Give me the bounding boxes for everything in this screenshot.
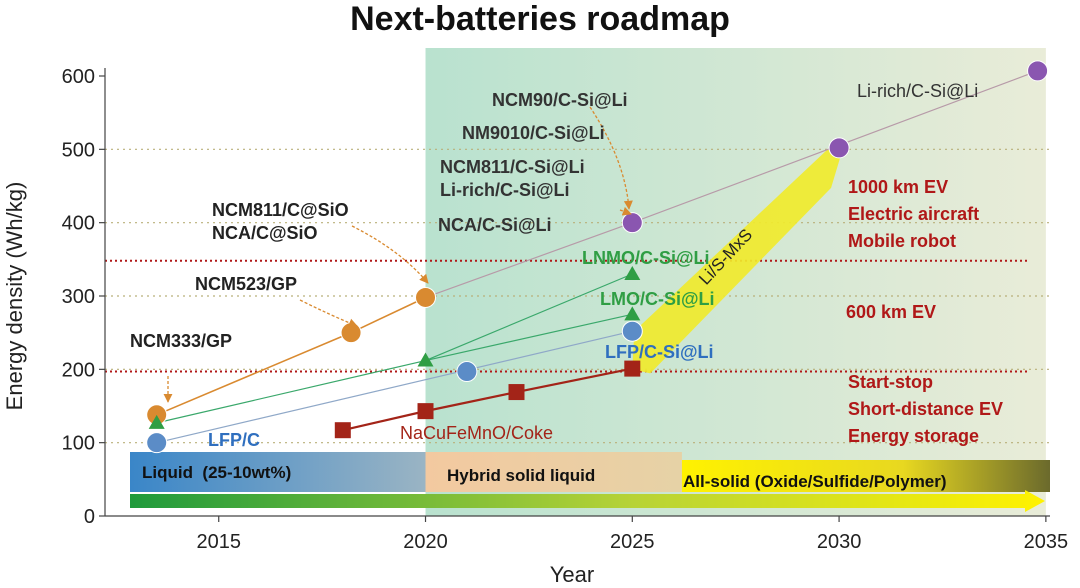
li-s-band-shape [632, 147, 844, 374]
ncm-line [350, 296, 426, 334]
y-tick-label: 600 [62, 66, 95, 88]
progress-arrow [130, 490, 1045, 512]
label-ncm333-gp: NCM333/GP [130, 331, 232, 351]
x-tick-label: 2015 [196, 531, 241, 553]
lnmo-line [425, 273, 633, 362]
x-ticks: 2015 2020 2025 2030 2035 [196, 516, 1068, 553]
ncm-line [156, 331, 352, 416]
label-ncm523-gp: NCM523/GP [195, 274, 297, 294]
label-lmo-c-si-li: LMO/C-Si@Li [600, 289, 715, 309]
marker-lfp-0 [146, 432, 168, 454]
stage-hybrid-bar [425, 452, 682, 492]
x-tick-label: 2030 [817, 531, 862, 553]
marker-li-rich-si-li-0 [621, 212, 643, 234]
y-tick-label: 200 [62, 359, 95, 381]
arrow-ncm90 [589, 106, 633, 210]
y-ticks: 0 100 200 300 400 500 600 [62, 66, 105, 528]
data-markers [146, 60, 1049, 454]
label-nacufemno-coke: NaCuFeMnO/Coke [400, 423, 553, 443]
roadmap-line [425, 222, 633, 299]
threshold-lines [105, 259, 1030, 373]
marker-nacufemno-coke-3 [624, 360, 641, 377]
y-tick-label: 100 [62, 433, 95, 455]
x-tick-label: 2025 [610, 531, 655, 553]
y-tick-label: 300 [62, 286, 95, 308]
lmo-line [425, 313, 633, 362]
lfp-line [156, 330, 633, 444]
marker-nacufemno-coke-1 [417, 403, 434, 420]
marker-lmo-lnmo-3 [624, 266, 641, 280]
y-axis-title: Energy density (Wh/kg) [2, 182, 27, 411]
annotation-arrows [163, 106, 633, 403]
marker-nacufemno-coke-2 [508, 384, 525, 401]
label-nca-c-sio: NCA/C@SiO [212, 223, 318, 243]
app-600km-ev: 600 km EV [846, 302, 936, 322]
stage-liquid-label: Liquid (25-10wt%) [142, 463, 291, 482]
app-mobile-robot: Mobile robot [848, 231, 956, 251]
na-line [342, 410, 426, 432]
label-nca-c-si-li: NCA/C-Si@Li [438, 215, 552, 235]
marker-li-rich-si-li-2 [1027, 60, 1049, 82]
app-1000km-ev: 1000 km EV [848, 177, 948, 197]
y-tick-label: 400 [62, 213, 95, 235]
label-li-rich-c-si-li: Li-rich/C-Si@Li [440, 180, 570, 200]
marker-lmo-lnmo-2 [624, 306, 641, 321]
chart-title: Next-batteries roadmap [350, 0, 730, 38]
app-electric-aircraft: Electric aircraft [848, 204, 979, 224]
label-ncm811-c-si-li: NCM811/C-Si@Li [440, 157, 585, 177]
marker-ncm-layered-oxide-cathodes-2 [415, 286, 437, 308]
marker-li-rich-si-li-1 [828, 137, 850, 159]
app-start-stop: Start-stop [848, 372, 933, 392]
marker-lfp-1 [456, 361, 478, 383]
axes: 0 100 200 300 400 500 600 2015 2020 2025 2030 2035 [62, 66, 1068, 553]
arrow-ncm811-sio [351, 225, 429, 284]
app-short-distance-ev: Short-distance EV [848, 399, 1003, 419]
label-ncm90-c-si-li: NCM90/C-Si@Li [492, 90, 628, 110]
marker-nacufemno-coke-0 [334, 422, 351, 439]
point-labels: NCM333/GP NCM523/GP NCM811/C@SiO NCA/C@S… [130, 81, 978, 450]
stage-liquid-bar [130, 452, 426, 492]
arrow-li-rich [619, 206, 632, 216]
x-tick-label: 2020 [403, 531, 448, 553]
application-labels: 1000 km EV Electric aircraft Mobile robo… [846, 177, 1003, 446]
label-nm9010-c-si-li: NM9010/C-Si@Li [462, 123, 605, 143]
arrow-ncm523 [299, 299, 358, 328]
stage-all-solid-bar [681, 460, 1050, 492]
marker-lfp-2 [621, 320, 643, 342]
electrolyte-stage-bar: Liquid (25-10wt%) Hybrid solid liquid Al… [130, 452, 1050, 512]
label-lfp-c: LFP/C [208, 430, 260, 450]
marker-lmo-lnmo-1 [417, 352, 434, 367]
y-tick-label: 500 [62, 139, 95, 161]
x-axis-title: Year [550, 562, 594, 587]
label-lnmo-c-si-li: LNMO/C-Si@Li [582, 248, 710, 268]
app-energy-storage: Energy storage [848, 426, 979, 446]
label-ncm811-c-sio: NCM811/C@SiO [212, 200, 349, 220]
y-tick-label: 0 [84, 506, 95, 528]
na-line [425, 390, 517, 413]
marker-ncm-layered-oxide-cathodes-1 [340, 322, 362, 344]
stage-all-solid-label: All-solid (Oxide/Sulfide/Polymer) [683, 472, 947, 491]
marker-lmo-lnmo-0 [148, 414, 165, 429]
stage-hybrid-label: Hybrid solid liquid [447, 466, 595, 485]
lmo-line [156, 359, 426, 424]
na-line [516, 367, 633, 394]
label-lfp-c-si-li: LFP/C-Si@Li [605, 342, 714, 362]
label-li-rich-c-si-li-2035: Li-rich/C-Si@Li [857, 81, 978, 101]
x-tick-label: 2035 [1024, 531, 1069, 553]
